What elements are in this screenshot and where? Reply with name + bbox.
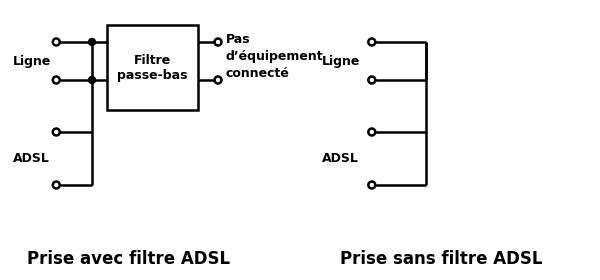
Text: Prise avec filtre ADSL: Prise avec filtre ADSL (27, 250, 230, 268)
Text: ADSL: ADSL (322, 152, 359, 165)
Bar (107, 25, 198, 110)
Circle shape (89, 39, 95, 46)
Text: Filtre
passe-bas: Filtre passe-bas (117, 53, 188, 81)
Circle shape (89, 76, 95, 83)
Text: ADSL: ADSL (13, 152, 49, 165)
Text: Ligne: Ligne (13, 55, 51, 67)
Text: Pas
d’équipement
connecté: Pas d’équipement connecté (226, 32, 323, 80)
Text: Ligne: Ligne (322, 55, 361, 67)
Text: Prise sans filtre ADSL: Prise sans filtre ADSL (340, 250, 542, 268)
